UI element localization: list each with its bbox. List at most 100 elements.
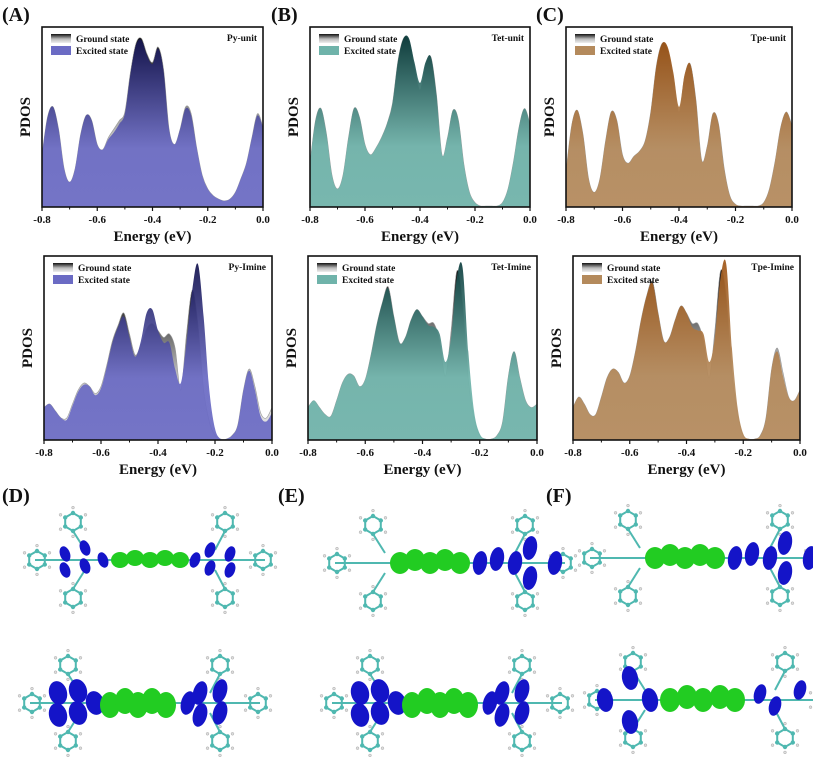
chart-tag: Tpe-Imine [751,263,794,273]
carbon-atom [42,562,47,567]
carbon-atom [565,705,570,710]
carbon-atom [512,743,517,748]
carbon-atom [375,658,380,663]
carbon-atom [29,691,35,697]
carbon-atom [638,731,643,736]
hydrogen-atom [30,715,34,719]
hydrogen-atom [770,743,775,747]
x-axis-label: Energy (eV) [114,229,192,245]
hydrogen-atom [558,715,562,719]
carbon-atom [775,731,780,736]
carbon-atom [65,747,71,753]
hydrogen-atom [218,753,222,757]
carbon-atom [790,655,795,660]
orbital-lobe-negative [79,558,91,574]
carbon-atom [587,693,592,698]
plot-area [44,263,272,440]
hydrogen-atom [22,565,27,569]
carbon-atom [58,743,63,748]
hydrogen-atom [626,579,630,584]
hydrogen-atom [205,670,210,674]
molecule-d-bottom [17,648,273,757]
hydrogen-atom [78,732,83,736]
carbon-atom [625,602,631,608]
carbon-atom [230,524,235,529]
hydrogen-atom [510,606,515,610]
carbon-atom [560,551,566,557]
bond [769,528,781,549]
bond [214,569,226,590]
orbital-lobe-negative [621,666,639,690]
hydrogen-atom [613,511,618,515]
orbital-lobe-negative [48,681,68,705]
carbon-atom [78,524,83,529]
carbon-atom [625,508,631,514]
hydrogen-atom [248,551,253,555]
orbital-lobe-negative [59,562,71,578]
carbon-atom [530,518,535,523]
hydrogen-atom [358,516,363,520]
carbon-atom [378,594,383,599]
x-tick-label: -0.4 [411,214,429,226]
chart-tpe-imine: -0.8 -0.6 -0.4 -0.2 0.0 Energy (eV) PDOS Ground… [549,255,807,478]
hydrogen-atom [83,527,88,531]
hydrogen-atom [335,575,339,579]
legend-label-ground: Ground state [600,35,653,45]
carbon-atom [594,688,600,694]
hydrogen-atom [71,610,75,614]
hydrogen-atom [235,513,240,517]
hydrogen-atom [523,509,527,513]
carbon-atom [324,696,329,701]
orbital-lobe-negative [189,552,201,568]
x-tick-label: -0.4 [144,214,162,226]
orbital-lobe-negative [514,701,530,725]
carbon-atom [34,566,40,572]
hydrogen-atom [358,592,363,596]
hydrogen-atom [561,575,565,579]
x-tick-label: -0.4 [670,214,688,226]
x-tick-label: 0.0 [530,447,544,459]
carbon-atom [557,709,563,715]
benzene-ring [619,509,637,531]
carbon-atom [589,546,595,552]
hydrogen-atom [83,513,88,517]
carbon-atom [63,524,68,529]
orbital-lobe-positive [126,550,144,566]
carbon-atom [360,734,365,739]
orbital-lobe-negative [793,680,807,700]
hydrogen-atom [368,677,372,681]
carbon-atom [217,653,223,659]
hydrogen-atom [71,506,75,510]
carbon-atom [73,743,78,748]
orbital-lobe-negative [727,546,743,570]
hydrogen-atom [783,721,787,726]
hydrogen-atom [368,724,372,729]
hydrogen-atom [795,743,800,747]
orbital-lobe-positive [111,552,129,568]
hydrogen-atom [22,551,27,555]
carbon-atom [360,743,365,748]
carbon-atom [790,731,795,736]
x-tick-label: -0.6 [357,447,375,459]
x-tick-label: -0.4 [414,447,432,459]
carbon-atom [210,658,215,663]
hydrogen-atom [626,532,630,536]
hydrogen-atom [210,603,215,607]
hydrogen-atom [347,568,352,572]
legend-swatch-excited [317,275,337,284]
hydrogen-atom [532,732,537,736]
hydrogen-atom [380,746,385,750]
legend-label-ground: Ground state [76,35,129,45]
carbon-atom [222,510,228,516]
hydrogen-atom [355,732,360,736]
carbon-atom [253,562,258,567]
legend-swatch-excited [575,46,595,55]
x-tick-label: 0.0 [523,214,537,226]
orbital-lobe-positive [725,688,745,712]
carbon-atom [522,607,528,613]
benzene-ring [776,727,794,749]
hydrogen-atom [371,509,375,513]
hydrogen-atom [778,608,782,612]
hydrogen-atom [261,572,265,576]
carbon-atom [27,562,32,567]
